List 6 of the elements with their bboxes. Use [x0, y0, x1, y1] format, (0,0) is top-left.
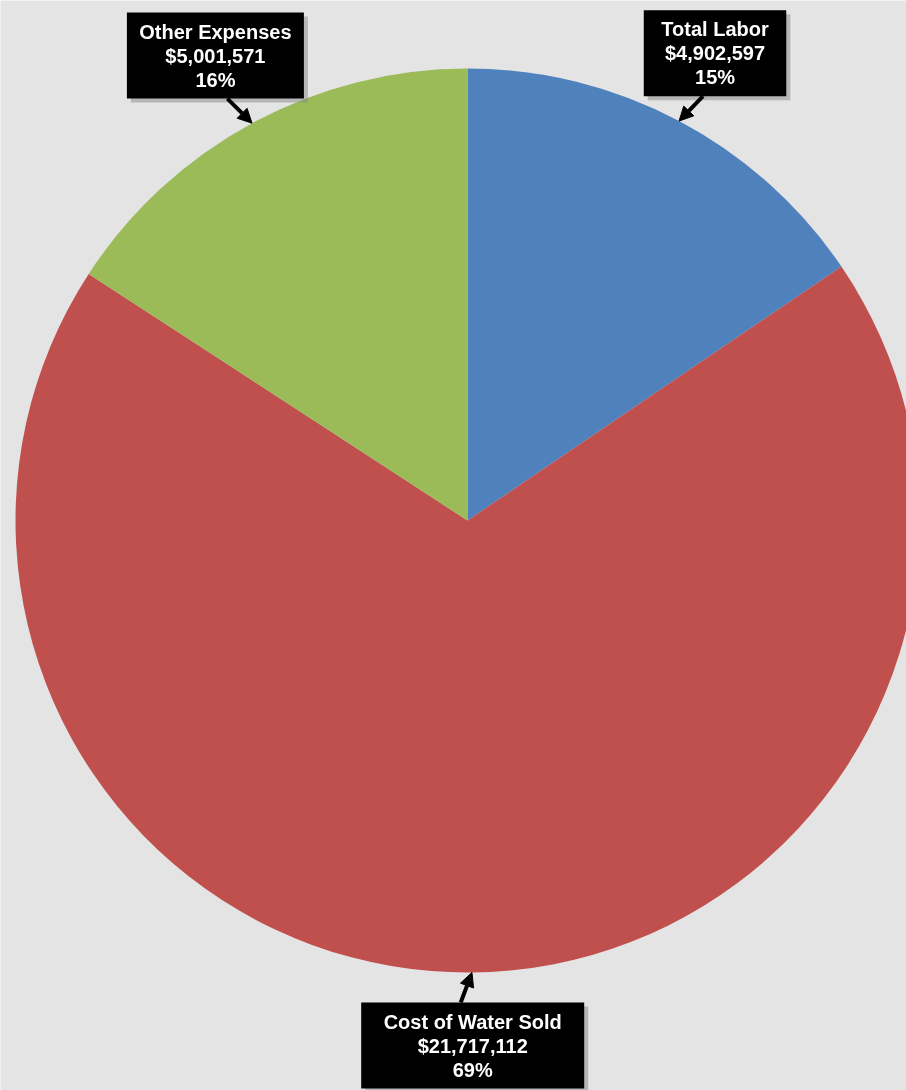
data-label: $4,902,597 15%	[664, 42, 766, 89]
data-label: $21,717,112 69%	[417, 1034, 528, 1081]
slice-label: Total Labor	[661, 18, 769, 41]
slice-label: Other Expenses	[139, 20, 292, 43]
data-label: $5,001,571 16%	[165, 44, 266, 91]
slice-label: Cost of Water Sold	[383, 1010, 562, 1033]
